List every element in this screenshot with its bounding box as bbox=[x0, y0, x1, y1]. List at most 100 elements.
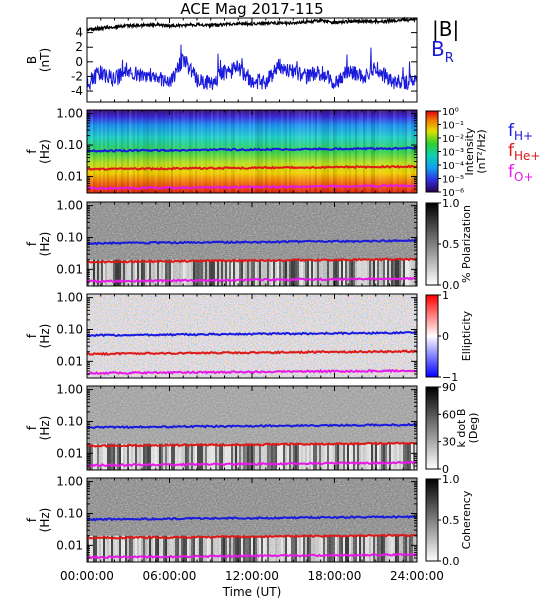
y-tick-label: 0.10 bbox=[56, 138, 83, 152]
colorbar-tick-label: 1.0 bbox=[442, 473, 460, 486]
colorbar-tick-label: 0.0 bbox=[442, 555, 460, 568]
y-tick-label: 0 bbox=[75, 55, 83, 69]
panel-frame bbox=[86, 17, 418, 103]
y-axis-label: f(Hz) bbox=[25, 232, 52, 257]
legend-b-r: BR bbox=[431, 37, 454, 66]
y-tick-label: 1.00 bbox=[56, 199, 83, 213]
low-freq-streaks bbox=[87, 443, 417, 470]
y-tick-label: -4 bbox=[71, 84, 83, 98]
spectrogram-texture bbox=[91, 110, 415, 193]
y-tick-label: 1.00 bbox=[56, 107, 83, 121]
colorbar-tick-label: 0 bbox=[442, 330, 449, 343]
line-f-h bbox=[86, 238, 417, 246]
panel-2: 1.00 0.10 0.01 f(Hz) 10⁰ 10⁻¹ 10⁻² 10⁻³ 10⁻⁴ 10⁻⁵… bbox=[25, 107, 488, 199]
time-axis-label: Time (UT) bbox=[222, 585, 282, 599]
colorbar-gradient bbox=[425, 110, 439, 193]
low-freq-streaks bbox=[87, 259, 417, 286]
panel-5: 1.00 0.10 0.01 f(Hz) 90 60 30 0 k dot B(Deg) bbox=[25, 381, 480, 476]
time-tick-label: 00:00:00 bbox=[60, 569, 114, 583]
y-tick-label: 0.10 bbox=[56, 414, 83, 428]
time-tick-label: 18:00:00 bbox=[308, 569, 362, 583]
y-tick-label: 1.00 bbox=[56, 475, 83, 489]
y-tick-label: 0.01 bbox=[56, 446, 83, 460]
colorbar-tick-label: 0.5 bbox=[442, 514, 460, 527]
colorbar-gradient bbox=[425, 202, 439, 286]
colorbar-2: 10⁰ 10⁻¹ 10⁻² 10⁻³ 10⁻⁴ 10⁻⁵ 10⁻⁶ Intensity(nT²… bbox=[425, 107, 488, 199]
y-axis-label: B(nT) bbox=[25, 48, 52, 72]
colorbar-gradient bbox=[425, 386, 439, 470]
y-tick-label: 2 bbox=[75, 40, 83, 54]
colorbar-label: % Polarization bbox=[460, 205, 473, 283]
line-f-h bbox=[86, 146, 418, 153]
y-tick-label: 1.00 bbox=[56, 291, 83, 305]
colorbar-3: 1.0 0.5 0.0% Polarization bbox=[425, 197, 473, 292]
y-tick-label: 0.01 bbox=[56, 262, 83, 276]
time-axis: 00:00:00 06:00:00 12:00:00 18:00:00 24:00:00 bbox=[60, 569, 444, 583]
line-f-o bbox=[86, 368, 418, 376]
y-tick-label: 0.10 bbox=[56, 230, 83, 244]
colorbar-tick-label: −1 bbox=[442, 371, 458, 384]
y-tick-label: 1.00 bbox=[56, 383, 83, 397]
colorbar-tick-label: 10⁻⁴ bbox=[442, 161, 464, 172]
line-f-h bbox=[86, 422, 418, 430]
colorbar-label: k dot B(Deg) bbox=[455, 409, 480, 448]
y-axis-label: f(Hz) bbox=[25, 139, 52, 164]
line-f-o bbox=[86, 552, 418, 560]
y-tick-label: 0.01 bbox=[56, 538, 83, 552]
colorbar-tick-label: 10⁻² bbox=[442, 134, 464, 145]
legend-f-he: fHe+ bbox=[508, 141, 540, 163]
y-tick-label: -2 bbox=[71, 69, 83, 83]
colorbar-tick-label: 10⁻⁶ bbox=[442, 188, 464, 199]
colorbar-label: Coherency bbox=[460, 490, 473, 549]
colorbar-tick-label: 10⁻¹ bbox=[442, 121, 464, 132]
line-f-o bbox=[86, 184, 418, 191]
colorbar-tick-label: 10⁻³ bbox=[442, 148, 464, 159]
colorbar-label: Intensity(nT²/Hz) bbox=[463, 127, 488, 175]
time-tick-label: 24:00:00 bbox=[390, 569, 444, 583]
colorbar-tick-label: 0.0 bbox=[442, 279, 460, 292]
series-b-total bbox=[86, 16, 418, 32]
line-f-he bbox=[86, 533, 418, 540]
y-tick-label: 0.10 bbox=[56, 506, 83, 520]
spectrogram-intensity bbox=[87, 110, 417, 193]
line-f-h bbox=[86, 514, 418, 522]
colorbar-tick-label: 10⁻⁵ bbox=[442, 175, 464, 186]
legend-f-o: fO+ bbox=[508, 162, 534, 184]
line-f-he bbox=[86, 441, 418, 448]
legend-b-total: |B| bbox=[432, 17, 459, 41]
time-tick-label: 12:00:00 bbox=[225, 569, 279, 583]
line-f-o bbox=[86, 276, 418, 284]
colorbar-tick-label: 1.0 bbox=[442, 197, 460, 210]
line-f-he bbox=[86, 349, 418, 357]
colorbar-gradient bbox=[425, 294, 439, 378]
colorbar-tick-label: 60 bbox=[442, 408, 456, 421]
colorbar-tick-label: 90 bbox=[442, 381, 456, 394]
panel-1: 420-2-4 B(nT) bbox=[25, 16, 418, 103]
legend-b: |B| BR bbox=[431, 17, 459, 66]
figure-title: ACE Mag 2017-115 bbox=[180, 0, 323, 18]
y-tick-label: 0.01 bbox=[56, 354, 83, 368]
y-tick-label: 0.01 bbox=[56, 170, 83, 184]
y-tick-label: 4 bbox=[75, 26, 83, 40]
line-f-he bbox=[86, 257, 418, 264]
colorbar-label: Ellipticity bbox=[460, 310, 473, 361]
legend-ion-frequencies: fH+ fHe+ fO+ bbox=[508, 121, 540, 184]
line-f-he bbox=[86, 164, 418, 171]
line-f-h bbox=[86, 330, 418, 338]
y-tick-label: 0.10 bbox=[56, 322, 83, 336]
line-f-o bbox=[86, 460, 418, 468]
y-axis-label: f(Hz) bbox=[25, 416, 52, 441]
legend-f-h: fH+ bbox=[508, 121, 533, 143]
panel-3: 1.00 0.10 0.01 f(Hz) 1.0 0.5 0.0% Polarization bbox=[25, 197, 473, 292]
y-axis-label: f(Hz) bbox=[25, 324, 52, 349]
colorbar-gradient bbox=[425, 478, 439, 562]
colorbar-tick-label: 0.5 bbox=[442, 238, 460, 251]
series-b-r bbox=[86, 44, 418, 91]
time-tick-label: 06:00:00 bbox=[143, 569, 197, 583]
ellipticity-texture bbox=[87, 294, 417, 378]
